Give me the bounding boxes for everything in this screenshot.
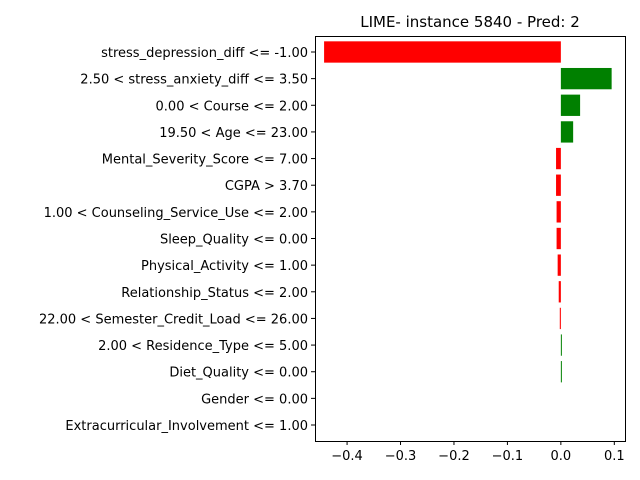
y-tick-label: Gender <= 0.00	[201, 392, 308, 407]
x-tick-label: −0.3	[385, 449, 417, 464]
plot-frame	[315, 36, 626, 442]
x-tick-label: −0.1	[492, 449, 524, 464]
y-tick-label: Physical_Activity <= 1.00	[141, 259, 308, 274]
bar-7	[556, 227, 561, 250]
y-tick-label: 2.50 < stress_anxiety_diff <= 3.50	[80, 73, 308, 88]
y-tick-labels: stress_depression_diff <= -1.00 2.50 < st…	[39, 46, 315, 434]
bar-12	[560, 361, 562, 383]
y-tick-label: 0.00 < Course <= 2.00	[156, 99, 308, 114]
x-tick-label: −0.2	[438, 449, 470, 464]
x-tick-label: 0.0	[551, 449, 572, 464]
bar-11	[560, 334, 562, 356]
y-tick-label: stress_depression_diff <= -1.00	[101, 46, 308, 61]
y-tick-label: 22.00 < Semester_Credit_Load <= 26.00	[39, 312, 308, 327]
bar-8	[557, 254, 561, 276]
bar-5	[556, 174, 561, 196]
y-tick-label: CGPA > 3.70	[225, 179, 308, 194]
y-tick-label: 19.50 < Age <= 23.00	[159, 126, 308, 141]
bar-4	[556, 147, 561, 170]
bars-layer	[324, 41, 612, 383]
y-tick-label: Diet_Quality <= 0.00	[169, 366, 308, 381]
y-tick-label: Sleep_Quality <= 0.00	[160, 233, 308, 248]
bar-9	[558, 281, 561, 303]
x-ticks: −0.4 −0.3 −0.2 −0.1 0.0 0.1	[331, 441, 625, 464]
bar-6	[556, 201, 561, 223]
bar-2	[560, 94, 581, 116]
bar-3	[560, 121, 574, 143]
x-tick-label: 0.1	[604, 449, 625, 464]
bar-0	[324, 41, 561, 63]
y-tick-label: Extracurricular_Involvement <= 1.00	[65, 419, 308, 434]
x-tick-label: −0.4	[331, 449, 363, 464]
bar-1	[560, 67, 612, 90]
y-tick-label: Mental_Severity_Score <= 7.00	[102, 153, 308, 168]
chart-title: LIME- instance 5840 - Pred: 2	[360, 13, 580, 31]
y-tick-label: 2.00 < Residence_Type <= 5.00	[98, 339, 308, 354]
y-tick-label: Relationship_Status <= 2.00	[121, 286, 308, 301]
y-tick-label: 1.00 < Counseling_Service_Use <= 2.00	[44, 206, 308, 221]
bar-10	[559, 307, 561, 330]
